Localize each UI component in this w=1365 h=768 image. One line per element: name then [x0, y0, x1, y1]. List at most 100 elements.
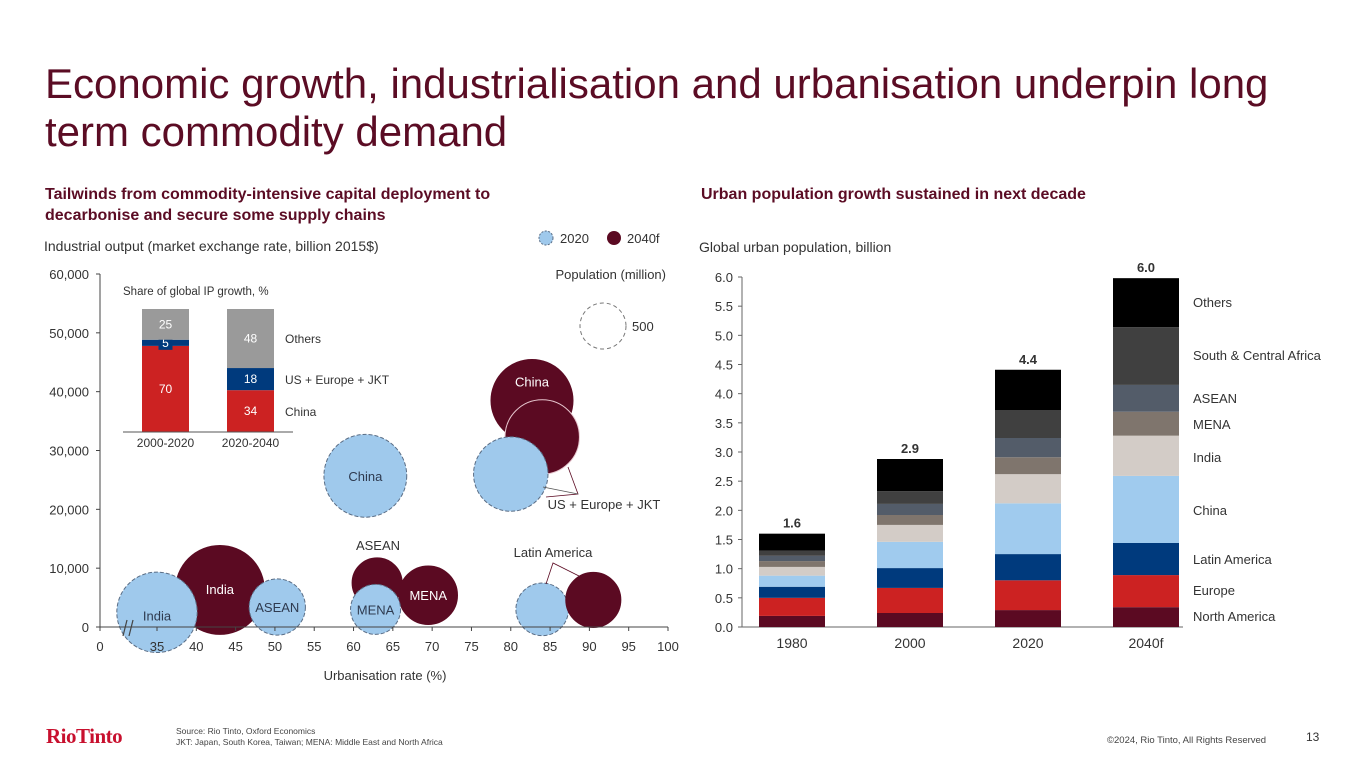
bar-total-label: 4.4 — [1019, 352, 1038, 367]
legend-2040f-label: 2040f — [627, 231, 660, 246]
y-tick-label: 30,000 — [49, 444, 89, 459]
bar-segment-latin-america — [877, 568, 943, 588]
legend-label-others: Others — [1193, 295, 1233, 310]
y-tick-label: 2.5 — [715, 474, 733, 489]
inset-category-label: 2000-2020 — [137, 436, 195, 450]
size-legend-circle — [579, 302, 627, 350]
bubble-2020-india — [116, 571, 198, 653]
bubble-label: India — [143, 608, 172, 623]
bar-segment-south-central-africa — [877, 491, 943, 504]
x-tick-label: 1980 — [776, 635, 807, 651]
x-tick-label: 60 — [346, 639, 360, 654]
legend-2020-marker — [538, 230, 554, 246]
bar-segment-europe — [995, 580, 1061, 611]
x-tick-label: 50 — [268, 639, 282, 654]
legend-2020-label: 2020 — [560, 231, 589, 246]
bar-segment-mena — [995, 457, 1061, 475]
legend-label-north-america: North America — [1193, 609, 1276, 624]
bar-segment-north-america — [995, 610, 1061, 627]
y-tick-label: 6.0 — [715, 270, 733, 285]
inset-bar-segment — [227, 309, 274, 369]
rio-tinto-logo: RioTinto — [46, 724, 123, 748]
bubble-label: India — [206, 582, 235, 597]
bar-segment-north-america — [1113, 607, 1179, 627]
inset-bar-segment — [142, 309, 189, 340]
bubble-label: China — [515, 374, 550, 389]
legend-label-europe: Europe — [1193, 583, 1235, 598]
legend-label-asean: ASEAN — [1193, 391, 1237, 406]
left-chart-caption: Industrial output (market exchange rate,… — [44, 238, 379, 254]
bar-segment-asean — [759, 555, 825, 562]
x-tick-label: 35 — [150, 639, 164, 654]
y-tick-label: 0.5 — [715, 591, 733, 606]
bar-segment-others — [995, 369, 1061, 410]
bar-segment-latin-america — [1113, 543, 1179, 576]
x-tick-label: 2040f — [1128, 635, 1163, 651]
bar-total-label: 6.0 — [1137, 260, 1155, 275]
y-tick-label: 1.0 — [715, 562, 733, 577]
bar-segment-south-central-africa — [995, 410, 1061, 438]
bar-segment-asean — [1113, 384, 1179, 412]
inset-legend-label: China — [285, 405, 317, 419]
bar-segment-india — [759, 566, 825, 576]
x-tick-label: 40 — [189, 639, 203, 654]
axis-break-mark — [128, 619, 134, 637]
y-tick-label: 40,000 — [49, 385, 89, 400]
size-legend-value: 500 — [632, 319, 654, 334]
bubble-label: MENA — [409, 588, 447, 603]
bar-segment-asean — [995, 438, 1061, 458]
x-tick-label: 95 — [621, 639, 635, 654]
y-tick-label: 10,000 — [49, 561, 89, 576]
copyright: ©2024, Rio Tinto, All Rights Reserved — [1107, 735, 1267, 746]
bar-segment-asean — [877, 503, 943, 515]
bar-segment-north-america — [877, 613, 943, 627]
bar-segment-south-central-africa — [759, 550, 825, 556]
bar-total-label: 2.9 — [901, 441, 919, 456]
legend-label-india: India — [1193, 450, 1222, 465]
inset-legend-label: Others — [285, 332, 321, 346]
y-tick-label: 20,000 — [49, 502, 89, 517]
bubble-2040f-mena — [398, 565, 459, 626]
bar-segment-china — [1113, 475, 1179, 543]
bar-segment-others — [1113, 278, 1179, 328]
inset-title: Share of global IP growth, % — [123, 286, 269, 298]
bar-segment-india — [877, 524, 943, 542]
x-tick-label: 45 — [228, 639, 242, 654]
legend-label-latin-america: Latin America — [1193, 552, 1273, 567]
bar-segment-others — [877, 459, 943, 492]
bar-segment-south-central-africa — [1113, 327, 1179, 385]
legend-label-mena: MENA — [1193, 417, 1231, 432]
inset-data-label: 48 — [244, 332, 258, 346]
bubble-label: ASEAN — [255, 600, 299, 615]
y-tick-label: 3.5 — [715, 416, 733, 431]
legend-label-china: China — [1193, 503, 1228, 518]
bar-segment-mena — [1113, 411, 1179, 436]
bar-segment-europe — [759, 597, 825, 616]
annotation-us-europe-jkt: US + Europe + JKT — [548, 497, 661, 512]
bar-segment-europe — [1113, 575, 1179, 608]
right-chart-caption: Global urban population, billion — [699, 239, 892, 255]
x-tick-label: 90 — [582, 639, 596, 654]
bubble-label: MENA — [357, 602, 395, 617]
axis-break-mark — [122, 619, 128, 637]
x-tick-label: 55 — [307, 639, 321, 654]
right-chart-subhead: Urban population growth sustained in nex… — [701, 186, 1086, 203]
y-tick-label: 1.5 — [715, 533, 733, 548]
bar-segment-north-america — [759, 615, 825, 627]
urban-population-chart: 0.0 0.5 1.0 1.5 2.0 2.5 3.0 3.5 4.0 4.5 5.0 5.5 6.0 1… — [715, 260, 1322, 651]
y-tick-label: 60,000 — [49, 267, 89, 282]
size-legend-title: Population (million) — [555, 267, 666, 282]
inset-bar-segment — [227, 368, 274, 391]
bar-segment-china — [877, 541, 943, 569]
x-tick-label: 2020 — [1012, 635, 1043, 651]
bar-segment-mena — [877, 515, 943, 525]
inset-bar-segment — [142, 345, 189, 432]
inset-data-label: 34 — [244, 404, 258, 418]
bar-segment-latin-america — [759, 586, 825, 598]
leader-line-latin-america — [545, 562, 584, 585]
bubble-2020-us-europe-jkt — [473, 436, 549, 512]
x-tick-label: 0 — [96, 639, 103, 654]
source-line-1: Source: Rio Tinto, Oxford Economics — [176, 726, 316, 736]
bubble-label: China — [348, 469, 383, 484]
y-tick-label: 4.5 — [715, 358, 733, 373]
